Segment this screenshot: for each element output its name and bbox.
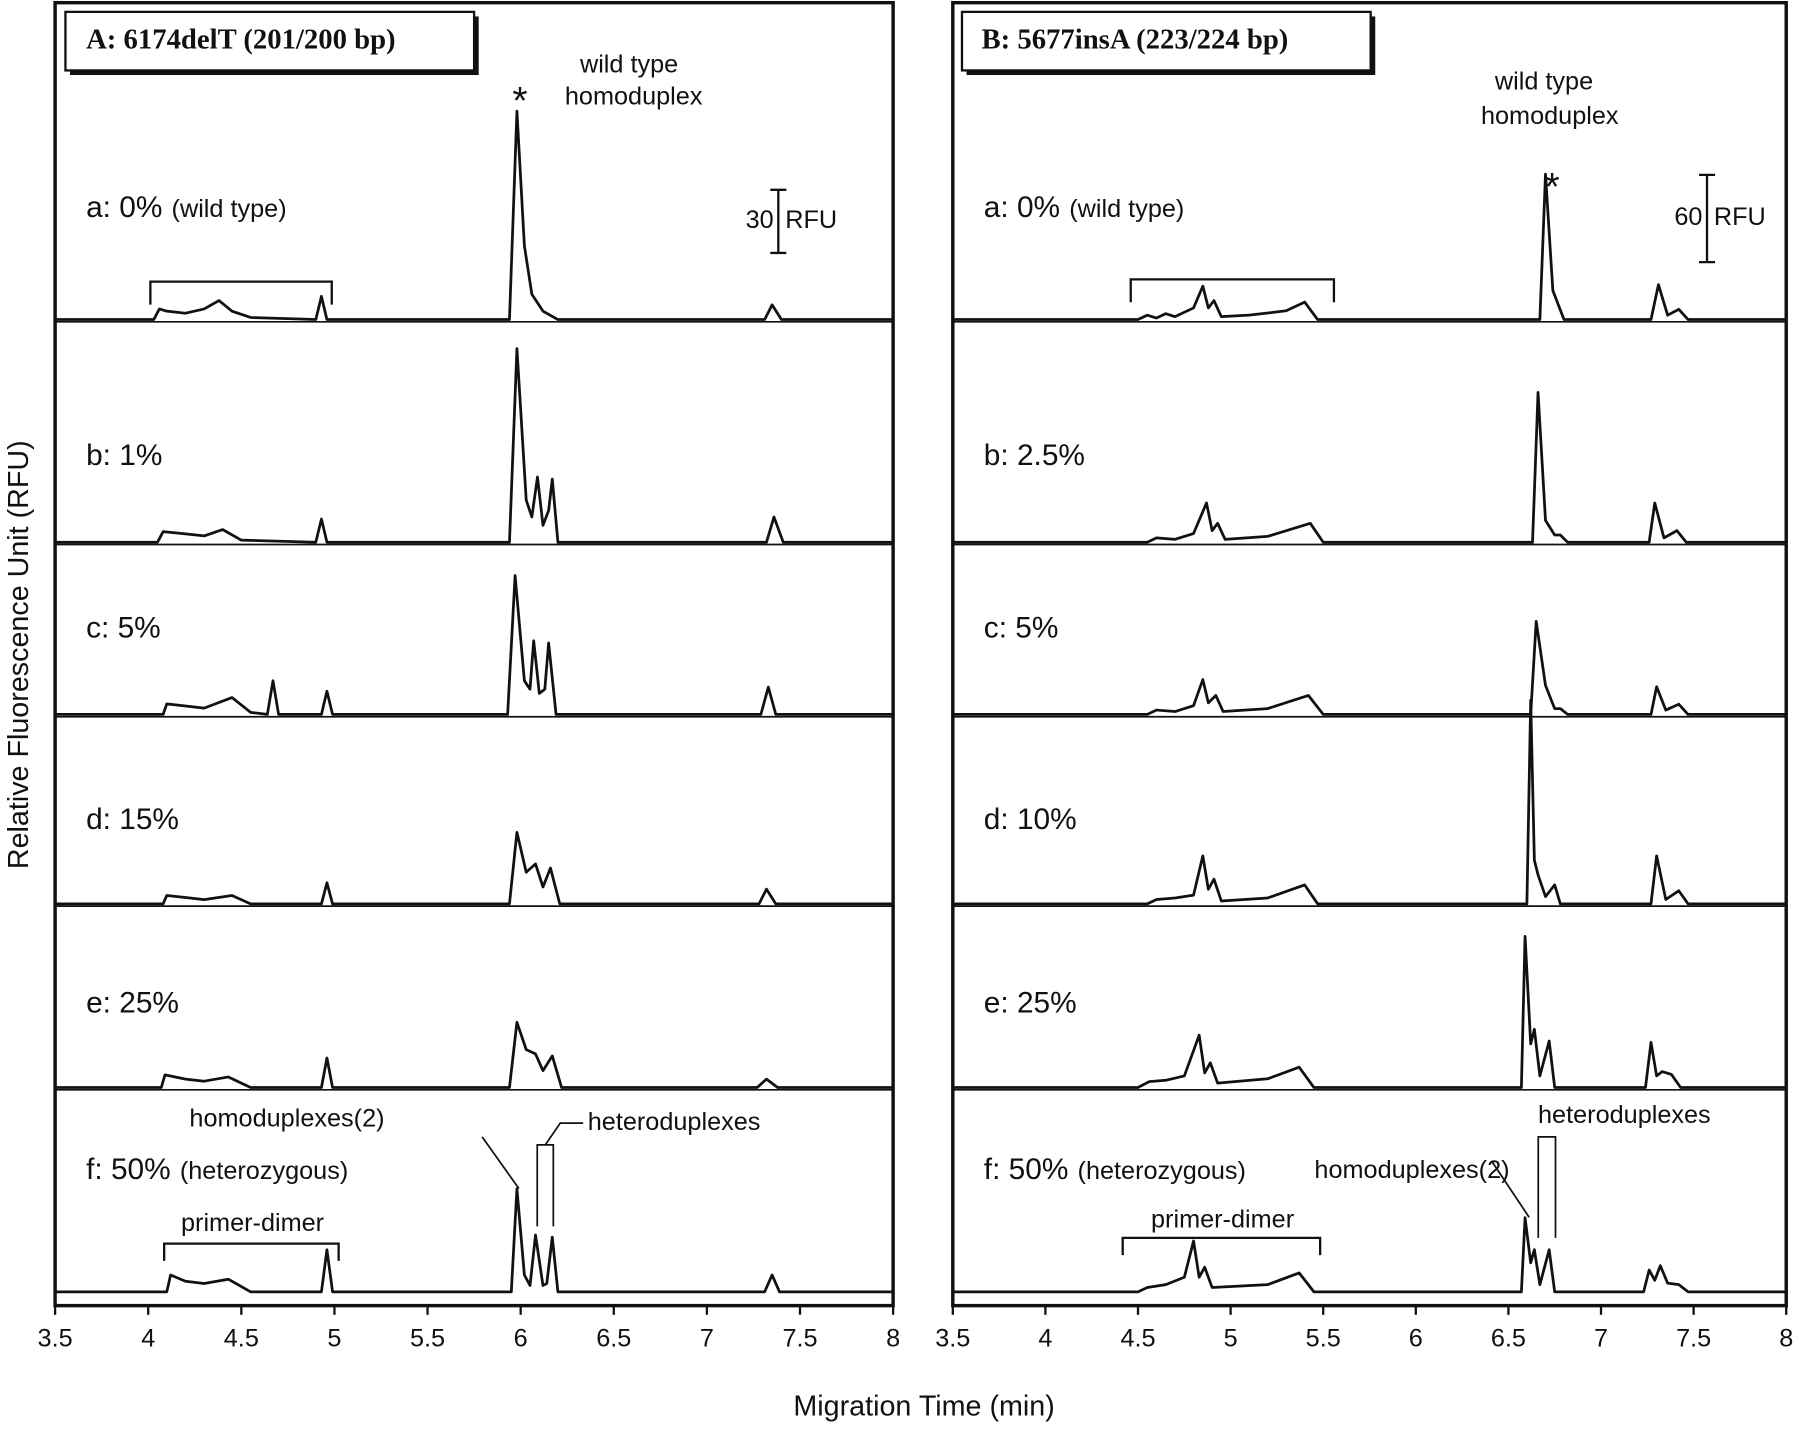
- x-tick-label: 4: [1038, 1325, 1052, 1353]
- trace-detail: (heterozygous): [1078, 1157, 1246, 1185]
- x-tick-label: 5: [327, 1325, 341, 1353]
- trace: [952, 391, 1787, 544]
- title-box: [64, 10, 476, 72]
- x-tick-label: 6.5: [1491, 1325, 1526, 1353]
- title-box: [960, 10, 1372, 72]
- x-tick-label: 4.5: [1120, 1325, 1155, 1353]
- trace: [55, 1187, 894, 1294]
- bracket: [163, 1242, 340, 1261]
- trace: [55, 830, 894, 906]
- x-tick-label: 6.5: [596, 1325, 631, 1353]
- trace-label: a: 0%: [984, 191, 1060, 224]
- panel-title: A: 6174delT (201/200 bp): [86, 23, 395, 55]
- x-tick-label: 3.5: [38, 1325, 73, 1353]
- trace-label: d: 15%: [86, 803, 179, 836]
- x-tick-label: 8: [886, 1325, 900, 1353]
- x-tick-label: 7.5: [782, 1325, 817, 1353]
- trace-detail: (wild type): [172, 195, 287, 223]
- panel-frame: [53, 0, 895, 1308]
- trace-label: d: 10%: [984, 803, 1077, 836]
- panel-title: B: 5677insA (223/224 bp): [982, 23, 1289, 55]
- trace: [55, 109, 894, 321]
- trace: [952, 172, 1787, 321]
- bracket: [149, 280, 333, 305]
- x-tick-label: 4: [141, 1325, 155, 1353]
- trace-detail: (heterozygous): [180, 1157, 348, 1185]
- trace: [952, 1216, 1787, 1294]
- bracket: [1121, 1236, 1322, 1256]
- annotation: homoduplexes(2): [1314, 1156, 1509, 1184]
- x-tick-label: 5.5: [1306, 1325, 1341, 1353]
- trace: [952, 698, 1787, 906]
- leader-line: [481, 1136, 520, 1190]
- scale-bar-value: 60: [1674, 203, 1702, 231]
- trace-detail: (wild type): [1069, 195, 1184, 223]
- trace-label: f: 50%: [86, 1153, 171, 1186]
- x-tick-label: 5: [1224, 1325, 1238, 1353]
- x-tick-label: 7.5: [1676, 1325, 1711, 1353]
- annotation: primer-dimer: [181, 1209, 324, 1237]
- trace: [55, 1020, 894, 1089]
- trace-label: c: 5%: [86, 611, 161, 644]
- annotation: homoduplexes(2): [189, 1104, 384, 1132]
- trace: [952, 619, 1787, 716]
- trace-label: c: 5%: [984, 611, 1059, 644]
- scale-bar-unit: RFU: [785, 206, 837, 234]
- annotation: homoduplex: [565, 83, 703, 111]
- trace: [55, 574, 894, 716]
- annotation: heteroduplexes: [1538, 1101, 1711, 1129]
- scale-bar: [1698, 173, 1716, 264]
- x-tick-label: 7: [1594, 1325, 1608, 1353]
- x-tick-label: 3.5: [935, 1325, 970, 1353]
- trace: [952, 934, 1787, 1089]
- trace-label: b: 2.5%: [984, 439, 1085, 472]
- trace-label: e: 25%: [984, 987, 1077, 1020]
- x-tick-label: 5.5: [410, 1325, 445, 1353]
- bracket: [1537, 1136, 1557, 1238]
- x-tick-label: 7: [700, 1325, 714, 1353]
- trace-label: a: 0%: [86, 191, 162, 224]
- scale-bar-unit: RFU: [1714, 203, 1766, 231]
- x-tick-label: 8: [1779, 1325, 1793, 1353]
- annotation: heteroduplexes: [588, 1108, 761, 1136]
- trace-label: b: 1%: [86, 439, 162, 472]
- annotation: wild type: [579, 51, 678, 79]
- panel-frame: [951, 0, 1788, 1308]
- bracket: [536, 1122, 584, 1227]
- bracket: [1129, 278, 1336, 303]
- annotation: wild type: [1494, 68, 1593, 96]
- x-tick-label: 4.5: [224, 1325, 259, 1353]
- x-tick-label: 6: [514, 1325, 528, 1353]
- trace: [55, 347, 894, 544]
- y-axis-label: Relative Fluorescence Unit (RFU): [3, 440, 35, 869]
- leader-line: [1491, 1161, 1530, 1218]
- trace-label: e: 25%: [86, 987, 179, 1020]
- x-axis-label: Migration Time (min): [793, 1390, 1054, 1422]
- annotation: homoduplex: [1481, 102, 1619, 130]
- annotation: primer-dimer: [1151, 1205, 1294, 1233]
- trace-label: f: 50%: [984, 1153, 1069, 1186]
- x-tick-label: 6: [1409, 1325, 1423, 1353]
- peak-marker: *: [512, 80, 527, 123]
- scale-bar-value: 30: [746, 206, 774, 234]
- scale-bar: [770, 188, 787, 255]
